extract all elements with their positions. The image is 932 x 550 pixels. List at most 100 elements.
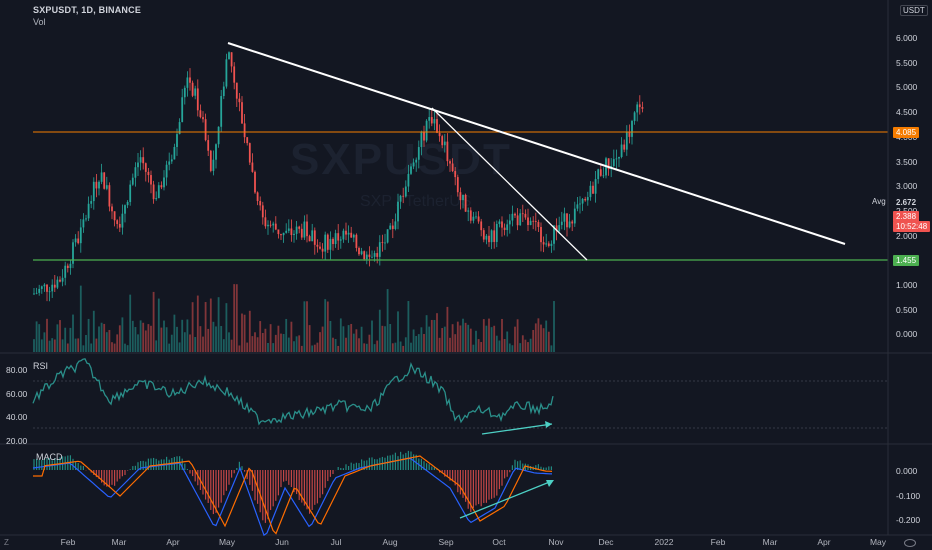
macd-hist-bar bbox=[275, 470, 277, 501]
volume-bar bbox=[79, 285, 82, 352]
candle-body bbox=[462, 194, 464, 201]
volume-bar bbox=[373, 344, 376, 352]
volume-indicator-label[interactable]: Vol bbox=[33, 17, 46, 27]
candle-body bbox=[433, 119, 436, 124]
volume-bar bbox=[259, 321, 262, 352]
volume-bar bbox=[199, 326, 202, 352]
volume-bar bbox=[519, 343, 522, 352]
macd-hist-bar bbox=[259, 470, 261, 513]
rsi-axis-label: 80.00 bbox=[6, 365, 28, 375]
candle-body bbox=[337, 233, 340, 241]
candle-body bbox=[480, 221, 483, 231]
volume-bar bbox=[394, 342, 397, 352]
rsi-title[interactable]: RSI bbox=[33, 361, 49, 371]
candle-body bbox=[550, 243, 553, 246]
volume-bar bbox=[402, 345, 405, 352]
macd-hist-bar bbox=[545, 467, 547, 470]
macd-hist-bar bbox=[215, 470, 217, 513]
candle-body bbox=[308, 236, 311, 242]
macd-title[interactable]: MACD bbox=[36, 452, 63, 462]
candle-body bbox=[547, 243, 550, 246]
macd-hist-bar bbox=[353, 463, 355, 470]
price-axis-label: 1.000 bbox=[896, 280, 918, 290]
macd-hist-bar bbox=[459, 470, 461, 495]
macd-hist-bar bbox=[397, 456, 399, 470]
time-axis-label: Nov bbox=[548, 537, 564, 547]
volume-bar bbox=[350, 323, 353, 352]
symbol-watermark: SXPUSDT bbox=[290, 135, 512, 184]
macd-hist-bar bbox=[142, 460, 144, 470]
macd-hist-bar bbox=[519, 460, 521, 470]
volume-bar bbox=[46, 318, 48, 352]
volume-bar bbox=[391, 343, 394, 352]
macd-hist-bar bbox=[324, 470, 326, 488]
candle-body bbox=[246, 137, 249, 144]
volume-bar bbox=[498, 340, 501, 352]
macd-hist-bar bbox=[543, 467, 545, 470]
volume-bar bbox=[267, 343, 269, 352]
macd-hist-bar bbox=[361, 459, 363, 470]
price-axis-label: 3.000 bbox=[896, 181, 918, 192]
candle-body bbox=[420, 131, 423, 148]
volume-bar bbox=[155, 340, 158, 352]
macd-hist-bar bbox=[189, 470, 191, 474]
candle-body bbox=[389, 225, 392, 230]
candle-body bbox=[303, 221, 306, 238]
macd-hist-bar bbox=[137, 462, 139, 470]
candle-body bbox=[105, 185, 108, 189]
candle-body bbox=[277, 229, 280, 235]
volume-bar bbox=[410, 342, 412, 352]
candle-body bbox=[498, 221, 501, 224]
candle-body bbox=[563, 213, 566, 222]
candle-body bbox=[142, 157, 145, 164]
macd-hist-bar bbox=[43, 458, 45, 470]
candle-body bbox=[607, 158, 610, 170]
volume-bar bbox=[222, 339, 225, 352]
volume-bar bbox=[503, 339, 506, 352]
volume-bar bbox=[521, 335, 524, 352]
candle-body bbox=[579, 203, 581, 205]
candle-body bbox=[202, 117, 204, 120]
macd-hist-bar bbox=[485, 470, 487, 503]
volume-bar bbox=[100, 322, 103, 352]
macd-hist-bar bbox=[277, 470, 279, 496]
candle-body bbox=[326, 234, 329, 250]
candle-body bbox=[207, 140, 210, 151]
volume-bar bbox=[339, 318, 342, 352]
volume-bar bbox=[251, 336, 254, 352]
candle-body bbox=[204, 119, 207, 141]
candle-body bbox=[233, 66, 236, 83]
symbol-title[interactable]: SXPUSDT, 1D, BINANCE bbox=[33, 5, 142, 15]
macd-hist-bar bbox=[355, 462, 357, 470]
volume-bar bbox=[290, 321, 293, 352]
time-axis-label: Apr bbox=[817, 537, 831, 547]
candle-body bbox=[212, 159, 215, 171]
candle-body bbox=[602, 175, 605, 177]
volume-bar bbox=[449, 337, 451, 352]
volume-bar bbox=[423, 333, 425, 352]
volume-bar bbox=[82, 345, 85, 352]
time-axis-label: Mar bbox=[111, 537, 127, 547]
macd-arrow-head bbox=[546, 480, 554, 487]
volume-bar bbox=[269, 324, 272, 352]
volume-bar bbox=[334, 339, 337, 352]
volume-bar bbox=[534, 323, 537, 352]
macd-hist-bar bbox=[483, 470, 485, 503]
macd-hist-bar bbox=[134, 465, 136, 470]
currency-badge[interactable]: USDT bbox=[900, 5, 928, 16]
time-axis-label: Feb bbox=[710, 537, 726, 547]
volume-bar bbox=[204, 302, 207, 352]
eye-icon[interactable] bbox=[904, 539, 916, 547]
candle-body bbox=[490, 230, 493, 243]
macd-hist-bar bbox=[407, 450, 409, 470]
candle-body bbox=[306, 221, 308, 237]
timezone-icon[interactable]: Z bbox=[4, 538, 9, 547]
rsi-axis-label: 60.00 bbox=[6, 388, 28, 399]
volume-bar bbox=[420, 327, 423, 352]
candle-body bbox=[641, 107, 644, 109]
candle-body bbox=[454, 171, 457, 178]
volume-bar bbox=[61, 339, 64, 352]
candle-body bbox=[329, 238, 332, 250]
macd-hist-bar bbox=[101, 470, 103, 483]
